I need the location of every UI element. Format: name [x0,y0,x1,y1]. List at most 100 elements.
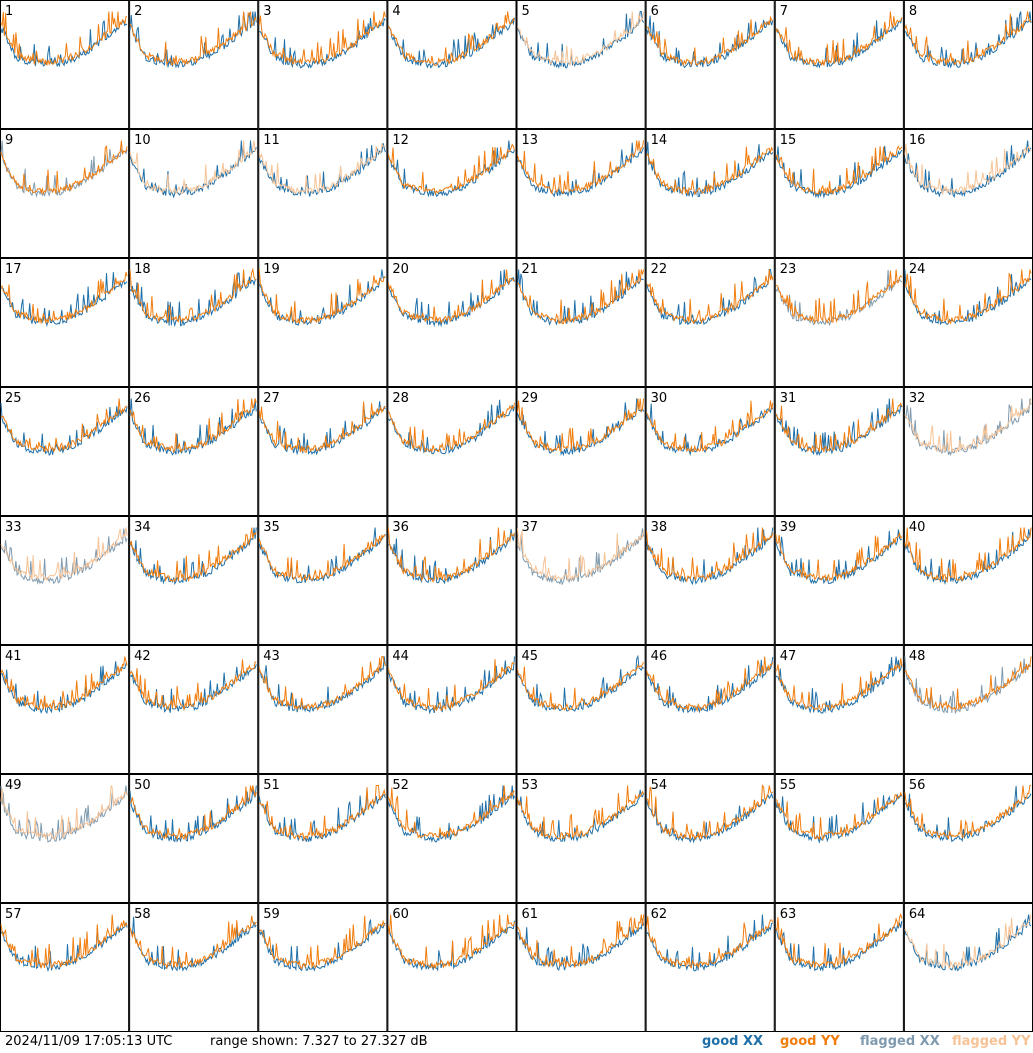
panel-55: 55 [774,774,904,903]
panel-label: 38 [651,520,668,535]
panel-label: 22 [651,262,668,277]
panel-frame [0,645,130,774]
panel-frame [903,129,1033,258]
panel-36: 36 [387,516,517,645]
panel-25: 25 [0,387,130,516]
panel-frame [129,903,259,1032]
panel-frame [387,645,517,774]
panel-9: 9 [0,129,130,258]
series-xx-line [646,15,774,69]
panel-label: 40 [909,520,926,535]
panel-64: 64 [903,903,1033,1032]
panel-31: 31 [774,387,904,516]
legend-flagged-xx: flagged XX [860,1034,940,1049]
panel-57: 57 [0,903,130,1032]
panel-29: 29 [516,387,646,516]
panel-frame [258,645,388,774]
panel-3: 3 [258,0,388,129]
panel-53: 53 [516,774,646,903]
panel-13: 13 [516,129,646,258]
panel-label: 26 [134,391,151,406]
series-xx-line [387,269,515,328]
panel-label: 63 [780,907,797,922]
panel-5: 5 [516,0,646,129]
panel-label: 29 [522,391,539,406]
panel-12: 12 [387,129,517,258]
panel-label: 36 [392,520,409,535]
series-yy-line [258,269,386,325]
series-xx-line [775,920,903,972]
series-yy-line [258,11,386,65]
panel-label: 61 [522,907,539,922]
panel-frame [129,258,259,387]
series-xx-line [775,269,903,327]
series-xx-line [775,529,903,585]
series-yy-line [129,915,257,970]
panel-label: 6 [651,4,659,19]
series-xx-line [258,656,386,713]
panel-frame [387,516,517,645]
panel-24: 24 [903,258,1033,387]
panel-frame [0,903,130,1032]
series-yy-line [0,785,128,840]
series-yy-line [0,271,128,325]
panel-label: 10 [134,133,151,148]
series-yy-line [129,659,257,712]
panel-label: 56 [909,778,926,793]
panel-frame [387,774,517,903]
series-yy-line [0,398,128,453]
panel-frame [903,0,1033,129]
panel-label: 5 [522,4,530,19]
panel-52: 52 [387,774,517,903]
panel-62: 62 [645,903,775,1032]
series-yy-line [387,11,515,67]
panel-61: 61 [516,903,646,1032]
panel-label: 31 [780,391,797,406]
series-yy-line [517,785,645,841]
panel-18: 18 [129,258,259,387]
series-yy-line [129,267,257,323]
series-yy-line [646,269,774,325]
panel-23: 23 [774,258,904,387]
panel-frame [516,645,646,774]
panel-label: 57 [5,907,22,922]
panel-frame [774,387,904,516]
series-xx-line [646,527,774,586]
panel-frame [516,774,646,903]
panel-label: 52 [392,778,409,793]
series-yy-line [258,533,386,582]
series-yy-line [258,656,386,711]
series-xx-line [775,656,903,714]
panel-label: 54 [651,778,668,793]
series-xx-line [388,529,515,585]
series-xx-line [517,654,644,712]
panel-2: 2 [129,0,259,129]
series-xx-line [0,20,128,68]
series-yy-line [388,402,515,454]
panel-frame [903,258,1033,387]
series-yy-line [775,791,903,841]
panel-frame [258,903,388,1032]
panel-label: 20 [392,262,409,277]
series-xx-line [129,11,257,69]
panel-label: 62 [651,907,668,922]
panel-20: 20 [387,258,517,387]
panel-frame [645,258,775,387]
series-xx-line [129,398,257,456]
series-xx-line [646,656,774,714]
series-yy-line [775,658,903,711]
panel-label: 53 [522,778,539,793]
series-xx-line [0,785,128,843]
series-xx-line [388,920,515,972]
series-yy-line [775,11,903,67]
panel-label: 59 [263,907,280,922]
panel-8: 8 [903,0,1033,129]
panel-label: 11 [263,133,280,148]
series-xx-line [258,919,386,972]
panel-48: 48 [903,645,1033,774]
panel-46: 46 [645,645,775,774]
panel-frame [0,516,130,645]
panel-label: 21 [522,262,539,277]
series-xx-line [258,143,386,197]
series-xx-line [904,785,1032,843]
